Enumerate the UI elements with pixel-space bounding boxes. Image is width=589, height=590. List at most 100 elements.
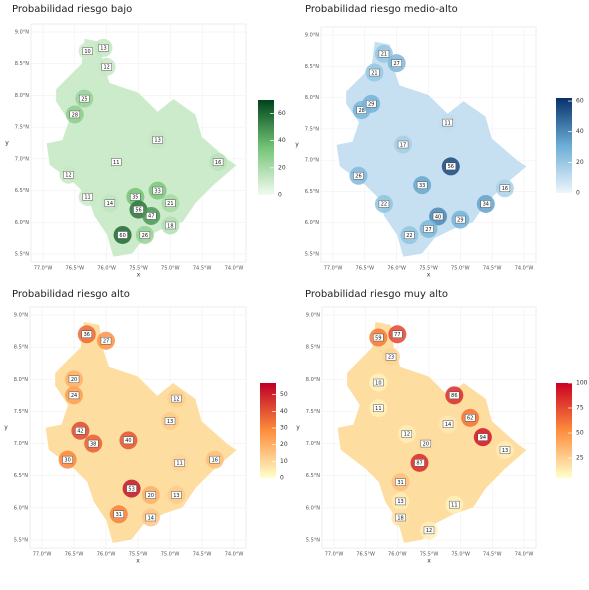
- municipality-label: 12: [404, 432, 410, 438]
- municipality-label: 23: [388, 355, 394, 361]
- label-box: [98, 44, 109, 52]
- label-box: [212, 158, 224, 166]
- label-box: [404, 231, 415, 239]
- municipality-label: 20: [71, 377, 77, 383]
- y-tick-label: 8.5°N: [305, 64, 319, 70]
- y-tick-label: 9.0°N: [14, 313, 28, 319]
- x-tick-label: 76.0°W: [387, 266, 406, 272]
- colorbar-tick-label: 0: [576, 190, 580, 197]
- colorbar-tick-label: 75: [576, 405, 584, 412]
- municipality-label: 16: [215, 160, 221, 166]
- label-box: [104, 199, 116, 207]
- label-box: [369, 68, 380, 77]
- municipality-label: 29: [457, 217, 463, 223]
- municipality-label: 56: [135, 207, 141, 213]
- label-box: [449, 500, 460, 509]
- y-tick-label: 6.5°N: [15, 188, 29, 194]
- label-box: [133, 205, 144, 214]
- municipality-label: 30: [64, 457, 70, 463]
- municipality-label: 21: [371, 70, 377, 76]
- y-tick-label: 8.0°N: [305, 95, 319, 101]
- colorbar-tick-label: 20: [280, 441, 288, 448]
- municipality-label: 21: [381, 52, 387, 58]
- x-tick-label: 74.0°W: [225, 552, 244, 558]
- x-tick-label: 76.5°W: [66, 266, 85, 272]
- municipality-label: 13: [502, 448, 508, 454]
- label-box: [464, 414, 476, 422]
- colorbar-tick-label: 60: [576, 98, 584, 105]
- x-tick-label: 74.0°W: [515, 552, 534, 558]
- label-box: [209, 455, 221, 464]
- colorbar-tick-label: 50: [280, 391, 288, 398]
- map-panel: Probabilidad riesgo alto 77.0°W 76.5°W 76.0…: [4, 289, 288, 565]
- y-tick-label: 6.0°N: [14, 505, 28, 511]
- municipality-label: 29: [368, 102, 374, 108]
- label-box: [152, 136, 163, 144]
- label-box: [75, 427, 86, 435]
- municipality-label: 27: [103, 339, 109, 345]
- municipality-label: 13: [154, 138, 160, 144]
- municipality-label: 21: [167, 201, 173, 207]
- municipality-label: 20: [148, 493, 154, 499]
- municipality-label: 87: [416, 461, 422, 467]
- label-box: [442, 118, 453, 127]
- colorbar: [556, 383, 572, 478]
- colorbar-tick-label: 20: [576, 159, 584, 166]
- municipality-label: 53: [128, 486, 134, 492]
- y-tick-label: 9.0°N: [15, 30, 29, 36]
- municipality-label: 11: [444, 120, 450, 126]
- x-tick-label: 75.0°W: [451, 552, 470, 558]
- municipality-label: 13: [100, 46, 106, 52]
- y-tick-label: 7.0°N: [305, 158, 319, 164]
- x-tick-label: 76.0°W: [97, 552, 116, 558]
- y-tick-label: 9.0°N: [306, 313, 320, 319]
- x-tick-label: 75.0°W: [451, 266, 470, 272]
- label-box: [378, 200, 390, 208]
- municipality-label: 31: [116, 512, 122, 518]
- y-tick-label: 8.5°N: [15, 61, 29, 67]
- label-box: [449, 391, 460, 400]
- label-box: [165, 199, 176, 207]
- y-tick-label: 6.5°N: [306, 473, 320, 479]
- y-tick-label: 7.5°N: [15, 125, 29, 131]
- y-tick-label: 6.5°N: [305, 189, 319, 195]
- label-box: [87, 439, 99, 448]
- y-tick-label: 7.5°N: [306, 409, 320, 415]
- label-box: [499, 446, 511, 454]
- municipality-label: 27: [393, 61, 399, 67]
- x-tick-label: 76.0°W: [97, 266, 116, 272]
- panel-title: Probabilidad riesgo muy alto: [305, 289, 448, 300]
- x-axis-label: x: [427, 558, 431, 565]
- x-axis-label: x: [137, 272, 141, 279]
- municipality-label: 22: [381, 202, 387, 208]
- colorbar-tick-label: 0: [278, 192, 282, 199]
- colorbar: [260, 383, 276, 478]
- municipality-label: 28: [72, 112, 78, 118]
- municipality-label: 36: [84, 332, 90, 338]
- label-box: [146, 212, 157, 220]
- x-axis-label: x: [427, 272, 431, 279]
- label-box: [416, 181, 428, 189]
- x-tick-label: 77.0°W: [325, 552, 344, 558]
- panel-title: Probabilidad riesgo alto: [12, 289, 130, 300]
- colorbar: [556, 98, 572, 193]
- municipality-label: 27: [425, 227, 431, 233]
- municipality-label: 18: [167, 223, 173, 229]
- municipality-label: 62: [467, 416, 473, 422]
- label-box: [392, 330, 403, 338]
- label-box: [395, 513, 406, 522]
- label-box: [414, 459, 425, 467]
- label-box: [171, 491, 182, 499]
- label-box: [117, 231, 128, 239]
- label-box: [165, 221, 176, 230]
- y-axis-label: y: [296, 424, 300, 431]
- colorbar-tick-label: 20: [278, 164, 286, 171]
- municipality-label: 10: [84, 49, 90, 55]
- y-tick-label: 6.0°N: [306, 505, 320, 511]
- label-box: [81, 330, 93, 338]
- municipality-label: 14: [148, 515, 154, 521]
- colorbar-tick-label: 0: [280, 475, 284, 482]
- municipality-label: 11: [84, 195, 90, 201]
- label-box: [373, 378, 384, 387]
- municipality-label: 25: [81, 96, 87, 102]
